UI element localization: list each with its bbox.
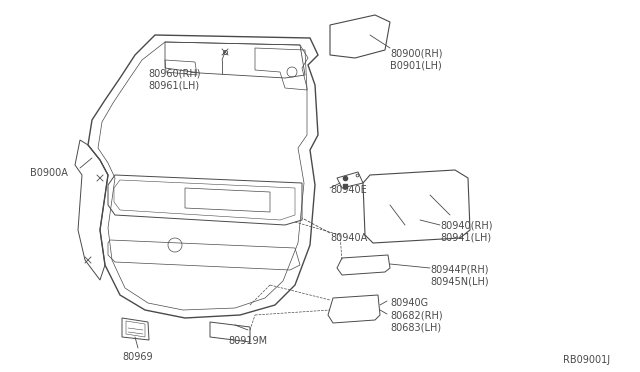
Text: 80940G: 80940G	[390, 298, 428, 308]
Text: 80682(RH): 80682(RH)	[390, 311, 443, 321]
Text: 80969: 80969	[123, 352, 154, 362]
Text: 80960(RH): 80960(RH)	[148, 68, 200, 78]
Text: B0901(LH): B0901(LH)	[390, 60, 442, 70]
Text: 80944P(RH): 80944P(RH)	[430, 264, 488, 274]
Text: B0900A: B0900A	[30, 168, 68, 178]
Text: RB09001J: RB09001J	[563, 355, 610, 365]
Text: 80940A: 80940A	[330, 233, 367, 243]
Text: 80940(RH): 80940(RH)	[440, 220, 493, 230]
Text: 80919M: 80919M	[228, 336, 268, 346]
Text: 80941(LH): 80941(LH)	[440, 232, 491, 242]
Text: 80945N(LH): 80945N(LH)	[430, 276, 488, 286]
Text: 80961(LH): 80961(LH)	[148, 80, 199, 90]
Text: 80940E: 80940E	[330, 185, 367, 195]
Text: 80683(LH): 80683(LH)	[390, 323, 441, 333]
Text: 80900(RH): 80900(RH)	[390, 48, 442, 58]
